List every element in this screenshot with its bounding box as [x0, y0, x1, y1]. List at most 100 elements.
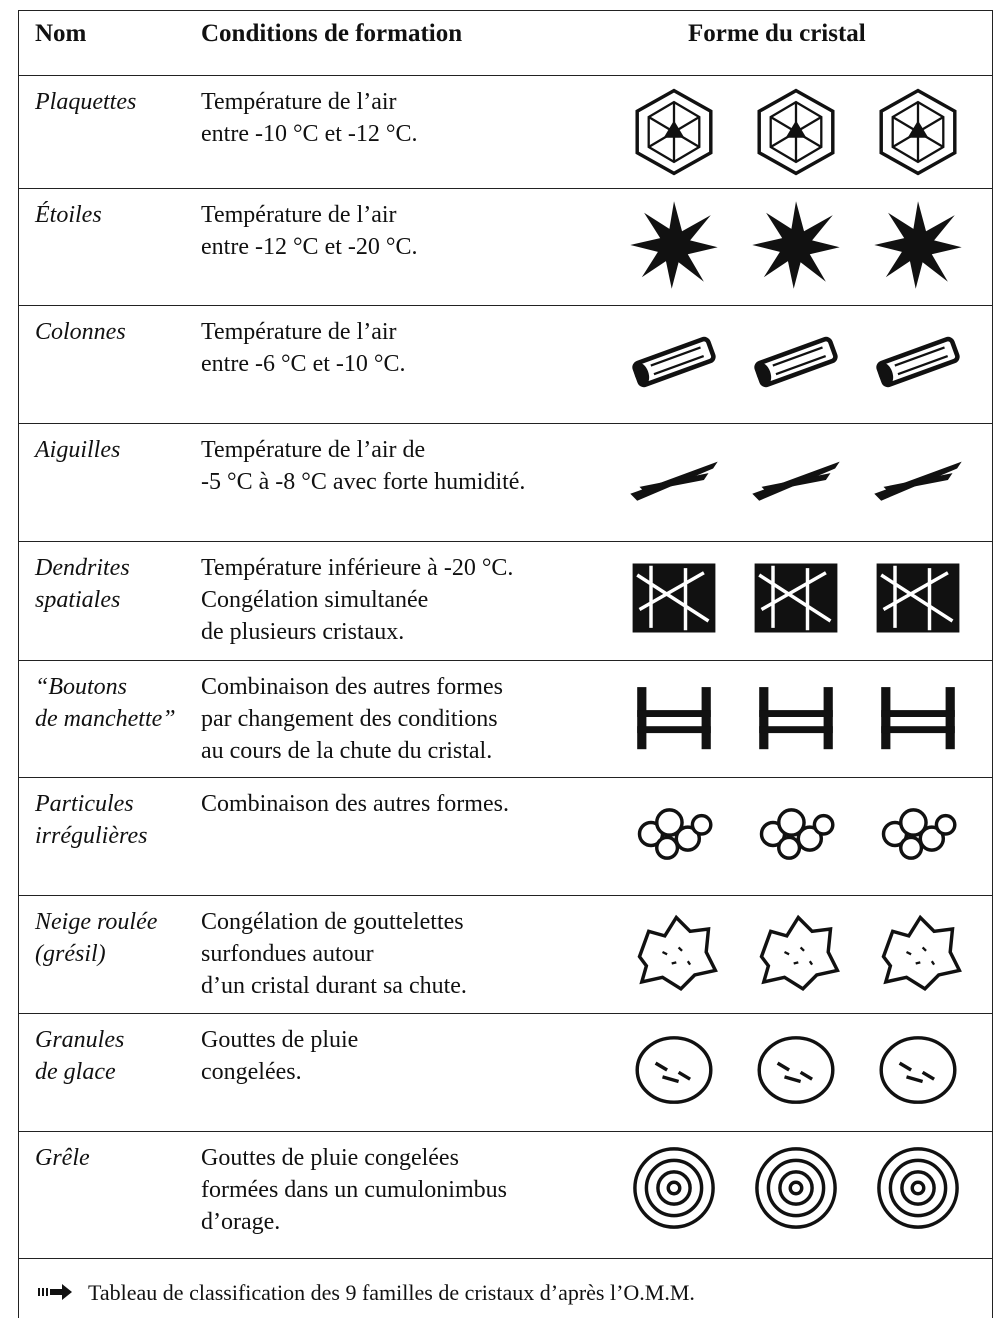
- table-row: Étoiles Température de l’air entre -12 °C …: [18, 188, 993, 305]
- conditions-line: formées dans un cumulonimbus: [201, 1177, 507, 1203]
- conditions-cell: Température de l’air de -5 °C à -8 °C ave…: [201, 434, 525, 498]
- crystal-icon: [757, 88, 835, 176]
- name-cell: Granules de glace: [35, 1024, 124, 1088]
- crystal-icon: [752, 201, 840, 289]
- crystal-illustrations: [630, 201, 962, 289]
- crystal-icon: [759, 687, 833, 750]
- name-line: Neige roulée: [35, 909, 158, 935]
- name-line: Colonnes: [35, 319, 126, 345]
- conditions-line: Combinaison des autres formes: [201, 674, 503, 700]
- name-line: Aiguilles: [35, 437, 121, 463]
- conditions-line: entre -12 °C et -20 °C.: [201, 234, 418, 260]
- conditions-cell: Combinaison des autres formes par changem…: [201, 671, 503, 767]
- table-row: Neige roulée (grésil) Congélation de goutt…: [18, 895, 993, 1013]
- header-cell: Forme du cristal: [688, 20, 866, 47]
- conditions-cell: Température de l’air entre -12 °C et -20 …: [201, 199, 417, 263]
- conditions-line: Température de l’air de: [201, 437, 426, 463]
- crystal-icon: [637, 687, 711, 750]
- crystal-icon: [637, 808, 713, 860]
- name-cell: Étoiles: [35, 199, 102, 231]
- crystal-icon: [875, 338, 959, 387]
- conditions-line: d’orage.: [201, 1209, 281, 1235]
- conditions-line: Gouttes de pluie congelées: [201, 1145, 459, 1171]
- conditions-line: surfondues autour: [201, 941, 374, 967]
- table-row: Dendrites spatiales Température inférieure…: [18, 541, 993, 660]
- name-line: Dendrites: [35, 555, 130, 581]
- crystal-icon: [755, 1147, 837, 1229]
- crystal-illustrations: [630, 561, 962, 635]
- conditions-line: Température de l’air: [201, 202, 397, 228]
- crystal-illustrations: [637, 687, 955, 750]
- header-cell: Nom: [35, 20, 87, 47]
- crystal-illustrations: [637, 915, 962, 991]
- caption: Tableau de classification des 9 familles…: [88, 1280, 695, 1305]
- conditions-line: Température inférieure à -20 °C.: [201, 555, 514, 581]
- conditions-line: Congélation de gouttelettes: [201, 909, 464, 935]
- conditions-cell: Congélation de gouttelettes surfondues au…: [201, 906, 467, 1002]
- table-row: “Boutons de manchette” Combinaison des aut…: [18, 660, 993, 777]
- crystal-icon: [757, 1036, 835, 1104]
- conditions-line: d’un cristal durant sa chute.: [201, 973, 467, 999]
- arrow-icon: [38, 1284, 72, 1300]
- crystal-icon: [630, 201, 718, 289]
- name-cell: Dendrites spatiales: [35, 552, 130, 616]
- crystal-icon: [635, 1036, 713, 1104]
- name-line: Grêle: [35, 1145, 90, 1171]
- crystal-icon: [630, 461, 718, 501]
- crystal-illustrations: [608, 312, 988, 412]
- conditions-cell: Combinaison des autres formes.: [201, 788, 509, 820]
- conditions-cell: Gouttes de pluie congelées formées dans u…: [201, 1142, 507, 1238]
- crystal-icon: [630, 561, 718, 635]
- conditions-cell: Température de l’air entre -6 °C et -10 °…: [201, 316, 405, 380]
- name-line: de manchette”: [35, 706, 176, 732]
- crystal-illustrations: [635, 88, 957, 176]
- crystal-icon: [637, 915, 718, 991]
- conditions-cell: Gouttes de pluie congelées.: [201, 1024, 358, 1088]
- crystal-illustrations: [635, 1036, 957, 1104]
- crystal-illustrations: [633, 1147, 959, 1229]
- conditions-line: Combinaison des autres formes.: [201, 791, 509, 817]
- crystal-icon: [879, 1036, 957, 1104]
- conditions-line: Température de l’air: [201, 319, 397, 345]
- conditions-line: Congélation simultanée: [201, 587, 429, 613]
- conditions-cell: Température de l’air entre -10 °C et -12 …: [201, 86, 417, 150]
- crystal-icon: [874, 561, 962, 635]
- crystal-icon: [631, 338, 715, 387]
- conditions-line: Gouttes de pluie: [201, 1027, 359, 1053]
- table-row: Particules irrégulières Combinaison des au…: [18, 777, 993, 895]
- conditions-line: entre -10 °C et -12 °C.: [201, 121, 418, 147]
- crystal-illustrations: [630, 461, 962, 501]
- crystal-icon: [874, 461, 962, 501]
- table-frame: [18, 10, 993, 1318]
- name-line: spatiales: [35, 587, 121, 613]
- name-cell: Aiguilles: [35, 434, 120, 466]
- crystal-icon: [752, 461, 840, 501]
- crystal-icon: [635, 88, 713, 176]
- crystal-icon: [759, 808, 835, 860]
- conditions-line: par changement des conditions: [201, 706, 498, 732]
- table-row: Grêle Gouttes de pluie congelées formées d…: [18, 1131, 993, 1258]
- name-cell: Particules irrégulières: [35, 788, 147, 852]
- name-cell: Neige roulée (grésil): [35, 906, 157, 970]
- name-line: “Boutons: [35, 674, 128, 700]
- name-cell: Colonnes: [35, 316, 126, 348]
- table-row: Aiguilles Température de l’air de -5 °C à …: [18, 423, 993, 541]
- conditions-line: entre -6 °C et -10 °C.: [201, 351, 406, 377]
- table-row: Plaquettes Température de l’air entre -10 …: [18, 75, 993, 188]
- conditions-line: Température de l’air: [201, 89, 397, 115]
- crystal-icon: [759, 915, 840, 991]
- conditions-line: congelées.: [201, 1059, 302, 1085]
- crystal-icon: [881, 915, 962, 991]
- name-cell: Plaquettes: [35, 86, 136, 118]
- name-cell: Grêle: [35, 1142, 90, 1174]
- name-line: Étoiles: [35, 202, 102, 228]
- name-line: Particules: [35, 791, 134, 817]
- crystal-icon: [879, 88, 957, 176]
- crystal-icon: [881, 808, 957, 860]
- conditions-line: au cours de la chute du cristal.: [201, 738, 493, 764]
- name-line: irrégulières: [35, 823, 148, 849]
- crystal-icon: [752, 561, 840, 635]
- crystal-icon: [753, 338, 837, 387]
- crystal-icon: [881, 687, 955, 750]
